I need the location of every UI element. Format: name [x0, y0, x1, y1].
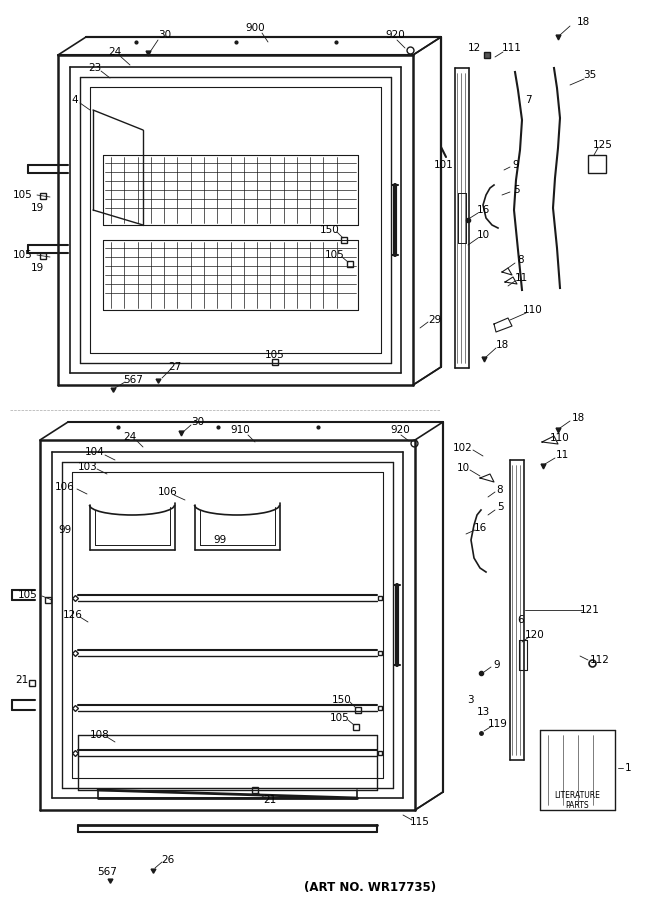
Text: LITERATURE: LITERATURE	[554, 790, 600, 799]
Text: 8: 8	[497, 485, 503, 495]
Text: 105: 105	[13, 250, 33, 260]
Text: 112: 112	[590, 655, 610, 665]
Text: 3: 3	[466, 695, 474, 705]
Text: 11: 11	[556, 450, 568, 460]
Text: 18: 18	[576, 17, 590, 27]
Text: 105: 105	[330, 713, 350, 723]
Text: 5: 5	[497, 502, 503, 512]
Text: 150: 150	[332, 695, 352, 705]
Text: 125: 125	[593, 140, 613, 150]
Text: 21: 21	[264, 795, 276, 805]
Text: 10: 10	[477, 230, 490, 240]
Text: 12: 12	[467, 43, 481, 53]
Text: 106: 106	[158, 487, 178, 497]
Text: 567: 567	[123, 375, 143, 385]
Text: 106: 106	[55, 482, 75, 492]
Text: 9: 9	[494, 660, 500, 670]
Text: 16: 16	[476, 205, 490, 215]
Text: 24: 24	[109, 47, 121, 57]
Text: 110: 110	[523, 305, 543, 315]
Text: 920: 920	[385, 30, 405, 40]
Text: 104: 104	[85, 447, 105, 457]
Text: PARTS: PARTS	[565, 800, 589, 809]
Text: 6: 6	[517, 615, 525, 625]
Text: 16: 16	[474, 523, 486, 533]
Text: 920: 920	[390, 425, 410, 435]
Text: 11: 11	[514, 273, 528, 283]
Text: 105: 105	[13, 190, 33, 200]
Text: 19: 19	[30, 203, 44, 213]
Text: 120: 120	[525, 630, 545, 640]
Text: 105: 105	[18, 590, 38, 600]
Text: 900: 900	[245, 23, 265, 33]
Text: 26: 26	[162, 855, 174, 865]
Text: 567: 567	[97, 867, 117, 877]
Text: 121: 121	[580, 605, 600, 615]
Text: 4: 4	[72, 95, 78, 105]
Text: (ART NO. WR17735): (ART NO. WR17735)	[304, 881, 436, 895]
Text: 7: 7	[525, 95, 531, 105]
Text: 13: 13	[476, 707, 490, 717]
Text: 8: 8	[517, 255, 525, 265]
Text: 99: 99	[58, 525, 72, 535]
Bar	[588, 155, 606, 173]
Text: 105: 105	[265, 350, 285, 360]
Text: 27: 27	[169, 362, 182, 372]
Text: 108: 108	[90, 730, 110, 740]
Text: 910: 910	[230, 425, 250, 435]
Text: 99: 99	[213, 535, 227, 545]
Text: 5: 5	[513, 185, 519, 195]
Text: 102: 102	[453, 443, 473, 453]
Text: 21: 21	[16, 675, 28, 685]
Text: 30: 30	[158, 30, 172, 40]
Text: 115: 115	[410, 817, 430, 827]
Text: 126: 126	[63, 610, 83, 620]
Text: 35: 35	[583, 70, 597, 80]
Text: 101: 101	[434, 160, 454, 170]
Text: 1: 1	[625, 763, 631, 773]
Text: 23: 23	[89, 63, 101, 73]
Text: 103: 103	[78, 462, 98, 472]
Text: 150: 150	[320, 225, 340, 235]
Text: 110: 110	[550, 433, 570, 443]
Text: 105: 105	[325, 250, 345, 260]
Text: 30: 30	[191, 417, 205, 427]
Text: 9: 9	[513, 160, 519, 170]
Text: 10: 10	[457, 463, 470, 473]
Text: 29: 29	[428, 315, 442, 325]
Text: 18: 18	[571, 413, 585, 423]
Text: 119: 119	[488, 719, 508, 729]
Text: 111: 111	[502, 43, 522, 53]
Text: 19: 19	[30, 263, 44, 273]
Text: 24: 24	[123, 432, 136, 442]
Text: 18: 18	[495, 340, 508, 350]
